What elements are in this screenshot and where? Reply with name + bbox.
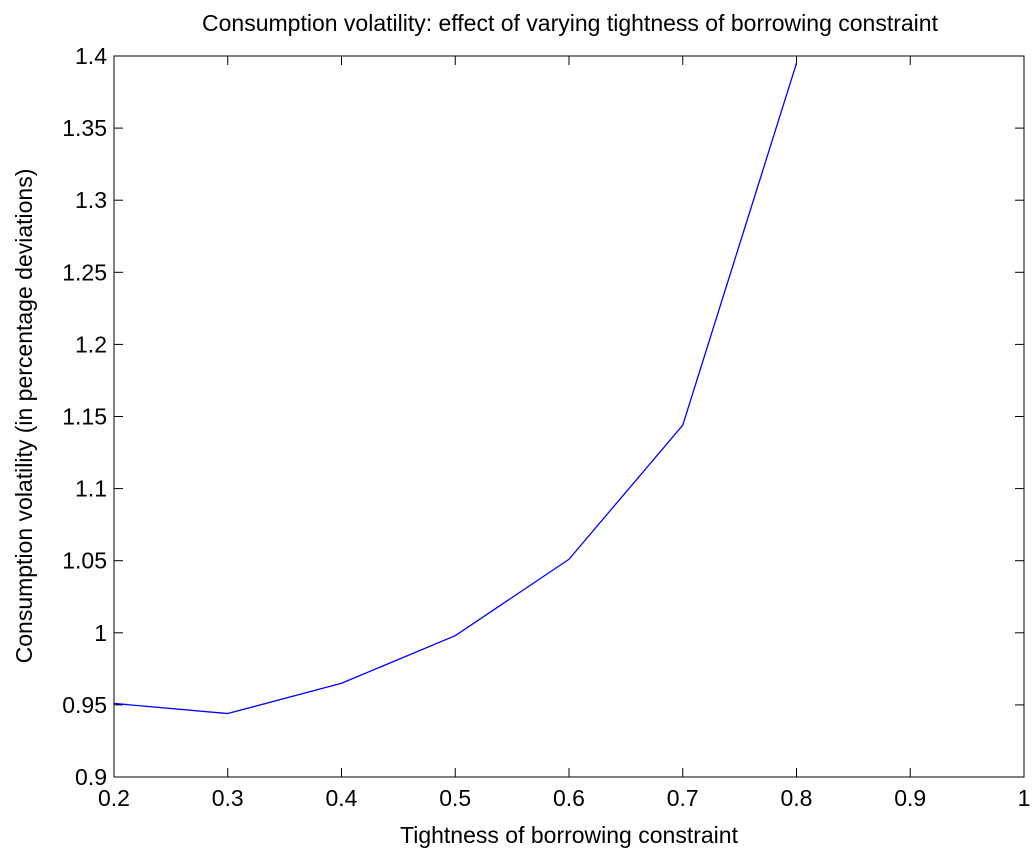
x-tick-label: 0.8: [781, 785, 813, 811]
x-tick-label: 0.6: [553, 785, 585, 811]
x-tick-label: 0.4: [326, 785, 358, 811]
y-tick-label: 1.2: [75, 331, 107, 357]
x-tick-label: 1: [1018, 785, 1031, 811]
x-tick-label: 0.7: [667, 785, 699, 811]
y-tick-label: 1.1: [75, 476, 107, 502]
x-axis-ticks: [113, 56, 1025, 777]
y-tick-label: 1: [94, 620, 107, 646]
x-axis-tick-labels: 0.2 0.3 0.4 0.5 0.6 0.7 0.8 0.9 1: [98, 785, 1030, 811]
y-axis-ticks: [114, 55, 1024, 778]
x-tick-label: 0.3: [212, 785, 244, 811]
y-tick-label: 1.05: [62, 548, 107, 574]
x-axis-label: Tightness of borrowing constraint: [400, 822, 739, 848]
chart-title: Consumption volatility: effect of varyin…: [202, 10, 939, 36]
x-tick-label: 0.5: [439, 785, 471, 811]
y-tick-label: 1.25: [62, 259, 107, 285]
plot-area: [113, 55, 1025, 778]
y-tick-label: 1.3: [75, 187, 107, 213]
y-tick-label: 0.9: [75, 764, 107, 790]
series-line: [113, 63, 798, 715]
y-tick-label: 0.95: [62, 692, 107, 718]
y-axis-tick-labels: 0.9 0.95 1 1.05 1.1 1.15 1.2 1.25 1.3 1.35 1.4: [62, 43, 107, 790]
x-tick-label: 0.9: [894, 785, 926, 811]
y-axis-label: Consumption volatility (in percentage de…: [11, 169, 37, 664]
y-tick-label: 1.4: [75, 43, 107, 69]
y-tick-label: 1.15: [62, 404, 107, 430]
plot-area-frame: [113, 55, 1025, 778]
x-tick-label: 0.2: [98, 785, 130, 811]
y-tick-label: 1.35: [62, 115, 107, 141]
